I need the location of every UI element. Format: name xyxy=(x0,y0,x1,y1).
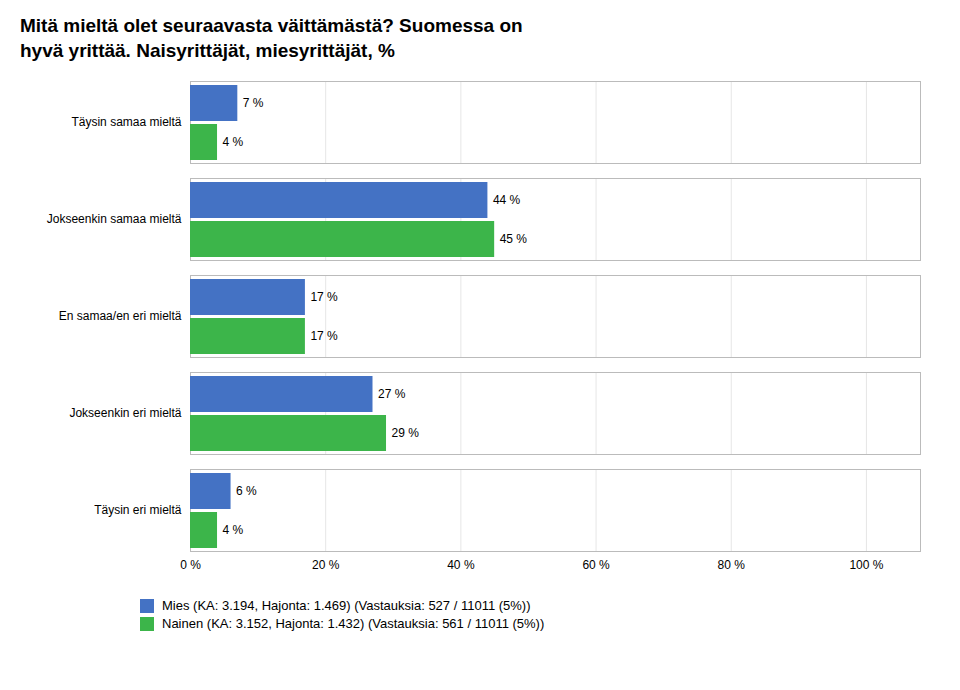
svg-text:60 %: 60 % xyxy=(582,558,610,572)
svg-text:17 %: 17 % xyxy=(310,330,338,344)
svg-text:7 %: 7 % xyxy=(243,97,264,111)
html-text:Mitä mieltä olet seuraavasta v: Mitä mieltä olet seuraavasta väittämästä… xyxy=(20,15,523,36)
svg-text:4 %: 4 % xyxy=(223,136,244,150)
svg-text:29 %: 29 % xyxy=(392,427,420,441)
svg-text:Jokseenkin samaa mieltä: Jokseenkin samaa mieltä xyxy=(47,213,182,227)
svg-text:44 %: 44 % xyxy=(493,194,521,208)
html-text:Mies (KA: 3.194, Hajonta: 1.46: Mies (KA: 3.194, Hajonta: 1.469) (Vastau… xyxy=(162,598,531,614)
svg-text:Täysin samaa mieltä: Täysin samaa mieltä xyxy=(71,116,181,130)
svg-text:40 %: 40 % xyxy=(447,558,475,572)
svg-text:En samaa/en eri mieltä: En samaa/en eri mieltä xyxy=(59,310,182,324)
html-text:hyvä yrittää. Naisyrittäjät, m: hyvä yrittää. Naisyrittäjät, miesyrittäj… xyxy=(20,39,395,61)
html-text:Nainen (KA: 3.152, Hajonta: 1.: Nainen (KA: 3.152, Hajonta: 1.432) (Vast… xyxy=(162,616,545,632)
svg-text:20 %: 20 % xyxy=(312,558,340,572)
svg-text:6 %: 6 % xyxy=(236,485,257,499)
svg-text:17 %: 17 % xyxy=(310,291,338,305)
svg-text:Täysin eri mieltä: Täysin eri mieltä xyxy=(94,504,182,518)
svg-text:0 %: 0 % xyxy=(180,558,201,572)
svg-text:45 %: 45 % xyxy=(500,233,528,247)
svg-text:80 %: 80 % xyxy=(718,558,746,572)
svg-text:4 %: 4 % xyxy=(223,524,244,538)
svg-text:Jokseenkin eri mieltä: Jokseenkin eri mieltä xyxy=(69,407,181,421)
svg-text:27 %: 27 % xyxy=(378,388,406,402)
svg-text:100 %: 100 % xyxy=(849,558,883,572)
